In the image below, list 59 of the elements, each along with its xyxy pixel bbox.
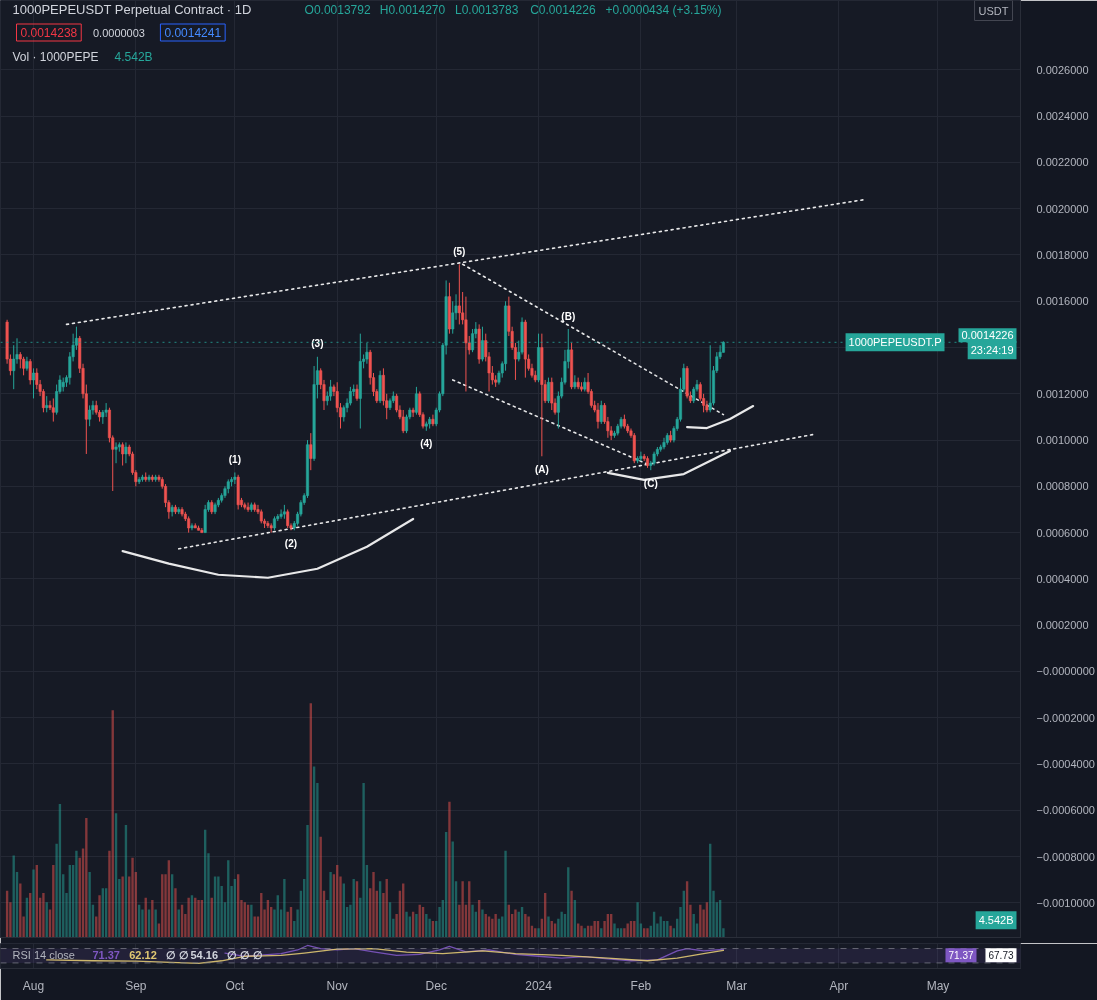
annotation: ∅ ∅: [166, 949, 190, 962]
annotation: 0.0014238: [20, 26, 78, 40]
y-tick-label: −0.0006000: [1036, 804, 1095, 817]
annotation: O0.0013792: [304, 2, 371, 17]
y-tick-label: 0.0026000: [1036, 63, 1089, 76]
y-tick-label: 0.0022000: [1036, 156, 1089, 169]
annotation: C0.0014226: [530, 2, 596, 17]
x-tick-label: 2024: [525, 978, 553, 993]
annotation: 0.0014226: [961, 329, 1014, 342]
annotation: (1): [228, 453, 241, 465]
x-tick-label: May: [926, 978, 950, 993]
y-tick-label: 0.0010000: [1036, 434, 1089, 447]
y-tick-label: −0.0002000: [1036, 711, 1095, 724]
annotation: 0.0014241: [164, 26, 222, 40]
chart-title: Vol · 1000PEPE: [12, 49, 99, 64]
annotation: (5): [453, 245, 466, 257]
x-tick-label: Feb: [630, 978, 652, 993]
annotation: 54.16: [190, 949, 219, 962]
chart-title: RSI 14 close: [12, 949, 75, 962]
annotation: (B): [561, 310, 576, 322]
y-tick-label: −0.0000000: [1036, 665, 1095, 678]
y-tick-label: −0.0008000: [1036, 850, 1095, 863]
x-tick-label: Oct: [225, 978, 245, 993]
annotation: 67.73: [988, 950, 1014, 962]
y-tick-label: 0.0012000: [1036, 387, 1089, 400]
y-tick-label: 0.0008000: [1036, 480, 1089, 493]
y-tick-label: 0.0018000: [1036, 248, 1089, 261]
annotation: 62.12: [129, 949, 157, 962]
x-tick-label: Mar: [726, 978, 747, 993]
annotation: 71.37: [92, 949, 120, 962]
annotation: +0.0000434 (+3.15%): [605, 2, 722, 17]
annotation: (C): [643, 477, 658, 489]
x-tick-label: Dec: [425, 978, 447, 993]
annotation: (A): [534, 463, 549, 475]
x-tick-label: Apr: [829, 978, 849, 993]
annotation: L0.0013783: [454, 2, 519, 17]
annotation: (4): [420, 438, 433, 450]
y-tick-label: 0.0016000: [1036, 295, 1089, 308]
y-tick-label: 0.0002000: [1036, 619, 1089, 632]
annotation: 71.37: [948, 950, 974, 962]
x-tick-label: Nov: [326, 978, 348, 993]
annotation: (2): [284, 537, 298, 549]
annotation: (3): [311, 338, 324, 350]
annotation: 4.542B: [114, 49, 153, 64]
x-tick-label: Aug: [22, 978, 45, 993]
y-tick-label: −0.0004000: [1036, 757, 1095, 770]
chart-title: 1000PEPEUSDT Perpetual Contract · 1D: [12, 2, 252, 17]
y-tick-label: 0.0006000: [1036, 526, 1089, 539]
annotation: USDT: [978, 4, 1009, 17]
y-tick-label: −0.0010000: [1036, 896, 1095, 909]
ref-line-label: 1000PEPEUSDT.P: [848, 336, 942, 349]
annotation: 0.0000003: [92, 26, 145, 39]
y-tick-label: 0.0004000: [1036, 572, 1089, 585]
y-tick-label: 0.0024000: [1036, 110, 1089, 123]
annotation: 23:24:19: [970, 344, 1014, 357]
annotation: 4.542B: [978, 914, 1014, 927]
y-tick-label: 0.0020000: [1036, 202, 1089, 215]
x-tick-label: Sep: [125, 978, 147, 993]
annotation: H0.0014270: [379, 2, 446, 17]
